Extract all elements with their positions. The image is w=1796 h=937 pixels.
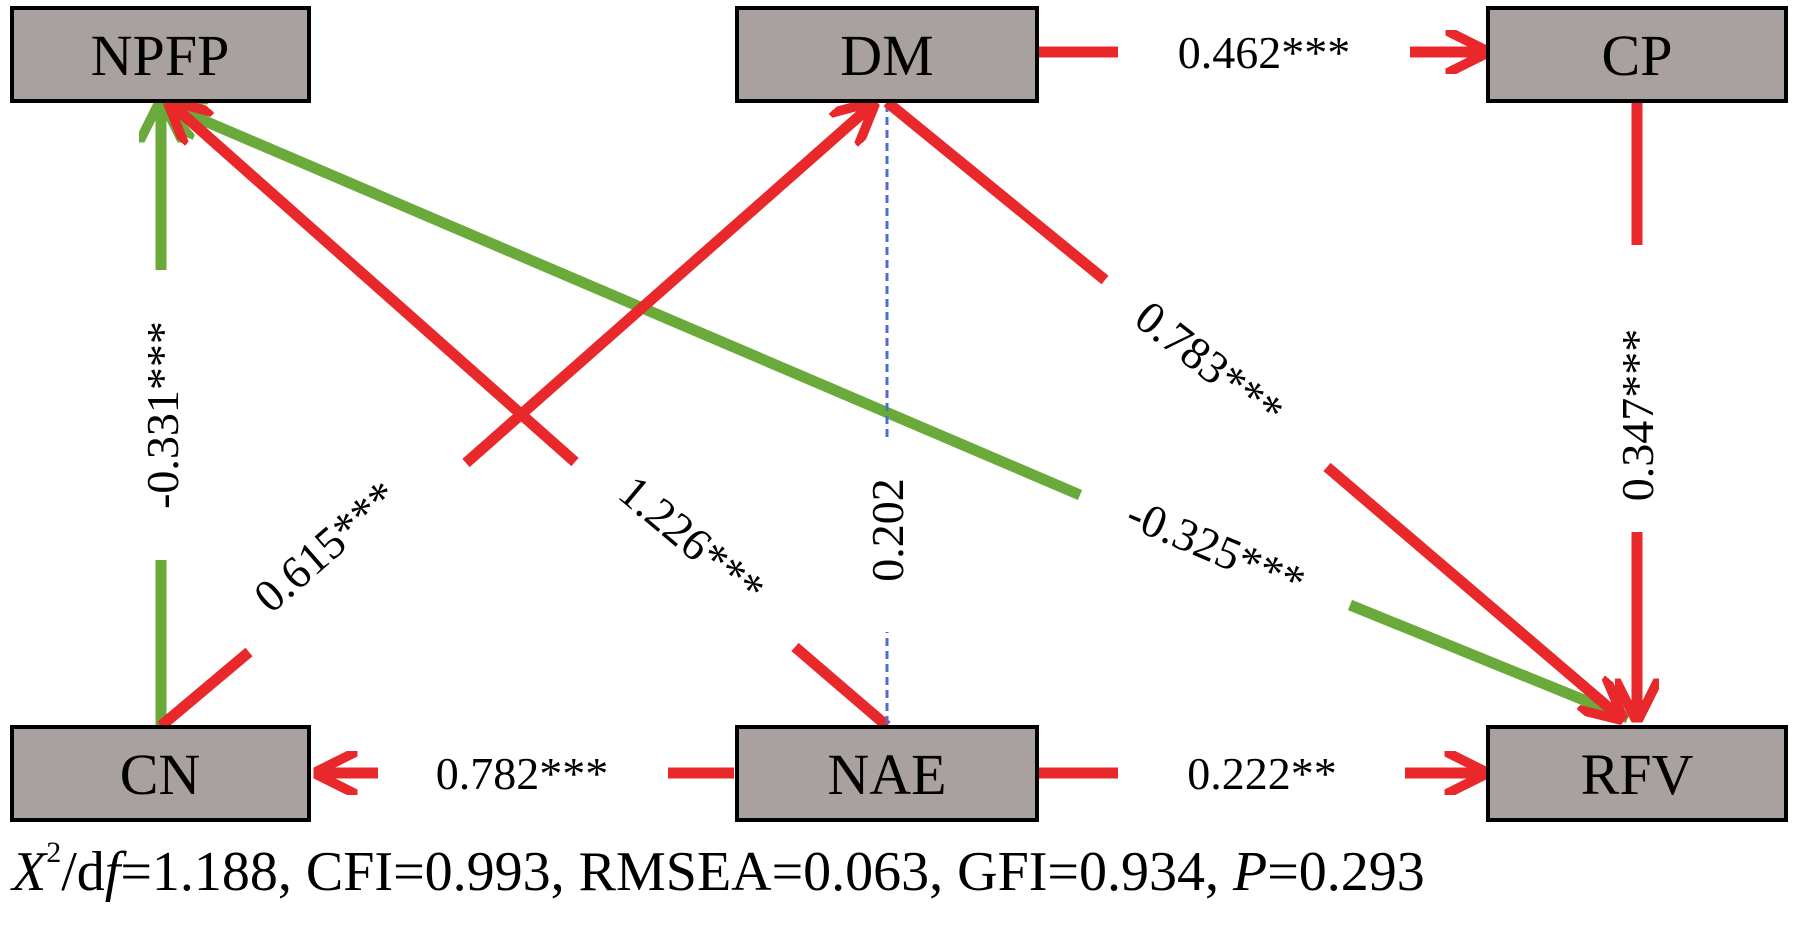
node-dm: DM [735, 6, 1039, 103]
coef-nae-dm: 0.202 [862, 478, 913, 582]
path-cp-rfv: 0.347*** [1612, 102, 1663, 718]
coef-rfv-npfp: -0.325*** [1120, 488, 1313, 608]
node-nae: NAE [735, 725, 1039, 822]
node-dm-label: DM [840, 23, 933, 88]
model-fit-statistics: X2/df=1.188, CFI=0.993, RMSEA=0.063, GFI… [12, 838, 1425, 904]
coef-nae-cn: 0.782*** [436, 748, 609, 799]
node-cp-label: CP [1602, 23, 1673, 88]
node-rfv: RFV [1486, 725, 1788, 822]
fit-slash-d: /d [61, 841, 105, 903]
coef-cp-rfv: 0.347*** [1612, 329, 1663, 502]
path-nae-rfv: 0.222** [1039, 748, 1484, 799]
node-cn: CN [10, 725, 311, 822]
coef-cn-npfp: -0.331*** [137, 321, 188, 509]
coef-dm-rfv: 0.783*** [1126, 291, 1293, 437]
path-diagram: 0.462*** -0.331*** -0.325*** 1.226*** 0.… [10, 6, 1788, 822]
fit-indices: =1.188, CFI=0.993, RMSEA=0.063, GFI=0.93… [120, 841, 1233, 903]
path-nae-dm: 0.202 [862, 102, 913, 724]
node-npfp-label: NPFP [91, 23, 230, 88]
path-rfv-npfp: -0.325*** [165, 104, 1631, 724]
node-nae-label: NAE [827, 742, 946, 807]
coef-nae-npfp: 1.226*** [610, 465, 775, 615]
coef-cn-dm: 0.615*** [244, 470, 408, 622]
fit-p-symbol: P [1233, 841, 1268, 903]
path-dm-rfv: 0.783*** [883, 97, 1621, 718]
node-cp: CP [1486, 6, 1788, 103]
fit-chi-exponent: 2 [46, 836, 62, 869]
path-cn-dm: 0.615*** [157, 104, 873, 731]
node-cn-label: CN [120, 742, 201, 807]
fit-df-f: f [104, 841, 121, 903]
path-dm-cp: 0.462*** [1039, 27, 1485, 78]
fit-p-value: =0.293 [1267, 841, 1425, 903]
path-cn-npfp: -0.331*** [137, 103, 188, 726]
node-npfp: NPFP [10, 6, 311, 103]
node-rfv-label: RFV [1581, 742, 1694, 807]
fit-chi-symbol: X [12, 841, 47, 903]
coef-dm-cp: 0.462*** [1178, 27, 1351, 78]
path-nae-cn: 0.782*** [318, 748, 734, 799]
coef-nae-rfv: 0.222** [1187, 748, 1337, 799]
